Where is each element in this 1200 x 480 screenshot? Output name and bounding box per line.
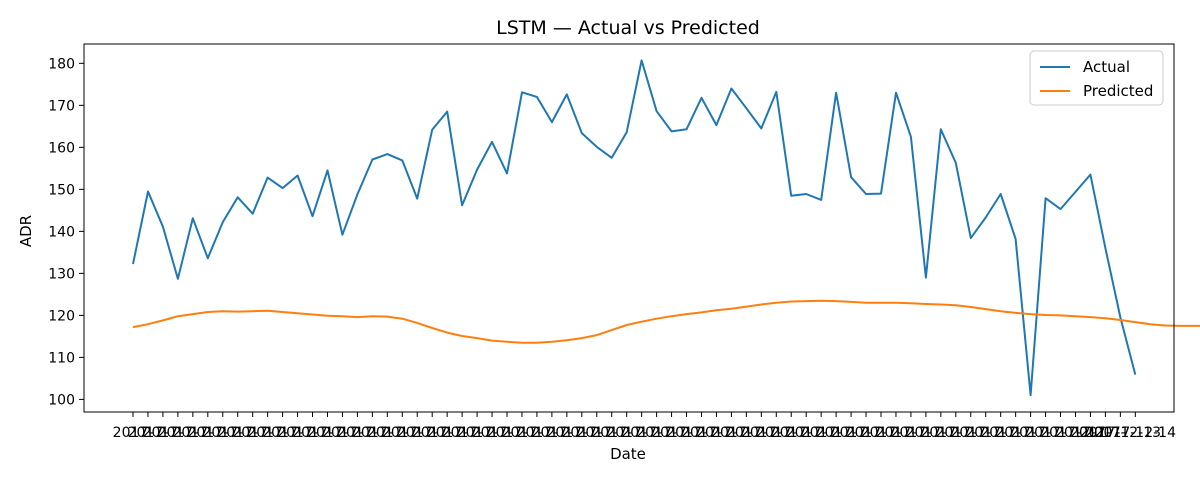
x-tick-label: 2017- <box>202 425 243 441</box>
x-tick-label: 2017- <box>307 425 348 441</box>
x-tick-label: 2017- <box>876 425 917 441</box>
x-tick-label: 2017- <box>1055 425 1096 441</box>
x-tick-label: 2017- <box>891 425 932 441</box>
x-tick-label: 2017- <box>517 425 558 441</box>
x-tick-label: 2017- <box>232 425 273 441</box>
series-line-predicted <box>132 299 1200 344</box>
y-tick-label: 160 <box>48 140 75 156</box>
x-tick-label: 2017- <box>352 425 393 441</box>
x-tick-label: 2017- <box>502 425 543 441</box>
x-tick-label: 2017- <box>741 425 782 441</box>
x-tick-label: 2017- <box>367 425 408 441</box>
x-tick-label: 2017- <box>636 425 677 441</box>
x-tick-label: 2017- <box>965 425 1006 441</box>
x-tick-label: 2017- <box>1070 425 1111 441</box>
x-tick-label: 2017- <box>801 425 842 441</box>
legend-label-actual: Actual <box>1083 58 1130 76</box>
chart-title: LSTM — Actual vs Predicted <box>496 17 760 39</box>
x-tick-label: 2017- <box>113 425 154 441</box>
x-tick-label: 2017- <box>816 425 857 441</box>
x-tick-label: 2017- <box>1025 425 1066 441</box>
x-tick-label: 2017- <box>906 425 947 441</box>
x-axis-label: Date <box>610 445 646 463</box>
x-tick-label: 2017- <box>681 425 722 441</box>
legend-label-predicted: Predicted <box>1083 82 1153 100</box>
y-tick-label: 130 <box>48 266 75 282</box>
x-tick-label: 2017- <box>861 425 902 441</box>
x-tick-label: 2017- <box>128 425 169 441</box>
x-axis-ticks: 2017-2017-2017-2017-2017-2017-2017-2017-… <box>113 412 1176 441</box>
x-tick-label: 2017- <box>606 425 647 441</box>
x-tick-label: 2017- <box>322 425 363 441</box>
x-tick-label: 2017- <box>1040 425 1081 441</box>
x-tick-label: 2017- <box>397 425 438 441</box>
y-tick-label: 180 <box>48 56 75 72</box>
x-tick-label: 2017- <box>950 425 991 441</box>
plot-frame <box>83 43 1175 413</box>
x-tick-label: 2017- <box>143 425 184 441</box>
x-tick-label: 2017- <box>621 425 662 441</box>
x-tick-label: 2017- <box>487 425 528 441</box>
x-tick-label: 2017- <box>935 425 976 441</box>
x-tick-label: 2017- <box>546 425 587 441</box>
y-tick-label: 120 <box>48 308 75 324</box>
y-tick-label: 140 <box>48 224 75 240</box>
x-tick-label: 2017- <box>217 425 258 441</box>
x-tick-label: 2017- <box>786 425 827 441</box>
y-tick-label: 170 <box>48 98 75 114</box>
x-tick-label: 2017- <box>427 425 468 441</box>
x-tick-label: 2017- <box>247 425 288 441</box>
x-tick-label: 2017- <box>980 425 1021 441</box>
y-tick-label: 100 <box>48 392 75 408</box>
x-tick-label: 2017- <box>726 425 767 441</box>
x-tick-label: 2017- <box>846 425 887 441</box>
legend: Actual Predicted <box>1029 50 1164 106</box>
x-tick-label: 2017- <box>666 425 707 441</box>
x-tick-label: 2017- <box>172 425 213 441</box>
x-tick-label: 2017- <box>292 425 333 441</box>
y-tick-label: 110 <box>48 350 75 366</box>
x-tick-label: 2017- <box>337 425 378 441</box>
x-tick-label: 2017-12-14 <box>1095 425 1176 441</box>
x-tick-label: 2017- <box>651 425 692 441</box>
x-tick-label: 2017- <box>576 425 617 441</box>
x-tick-label: 2017- <box>412 425 453 441</box>
x-tick-label: 2017- <box>532 425 573 441</box>
x-tick-label: 2017- <box>277 425 318 441</box>
x-tick-label: 2017- <box>696 425 737 441</box>
y-tick-label: 150 <box>48 182 75 198</box>
x-tick-label: 2017- <box>472 425 513 441</box>
x-tick-label: 2017- <box>920 425 961 441</box>
x-tick-label: 2017- <box>262 425 303 441</box>
x-tick-label: 2017- <box>382 425 423 441</box>
y-axis-ticks: 100 110 120 130 140 150 160 170 180 <box>48 56 84 408</box>
x-tick-label: 2017- <box>1010 425 1051 441</box>
x-tick-label: 2017- <box>756 425 797 441</box>
x-tick-label: 2017- <box>187 425 228 441</box>
x-tick-label: 2017- <box>831 425 872 441</box>
x-tick-label: 2017- <box>561 425 602 441</box>
x-tick-label: 2017-12-13 <box>1080 425 1161 441</box>
x-tick-label: 2017- <box>771 425 812 441</box>
x-tick-label: 2017- <box>1085 425 1126 441</box>
x-tick-label: 2017- <box>591 425 632 441</box>
series-layer <box>132 59 1200 397</box>
x-tick-label: 2017- <box>158 425 199 441</box>
x-tick-label: 2017- <box>711 425 752 441</box>
y-axis-label: ADR <box>17 215 35 247</box>
series-line-actual <box>132 59 1137 397</box>
x-tick-label: 2017- <box>995 425 1036 441</box>
x-tick-label: 2017- <box>442 425 483 441</box>
x-tick-label: 2017- <box>457 425 498 441</box>
